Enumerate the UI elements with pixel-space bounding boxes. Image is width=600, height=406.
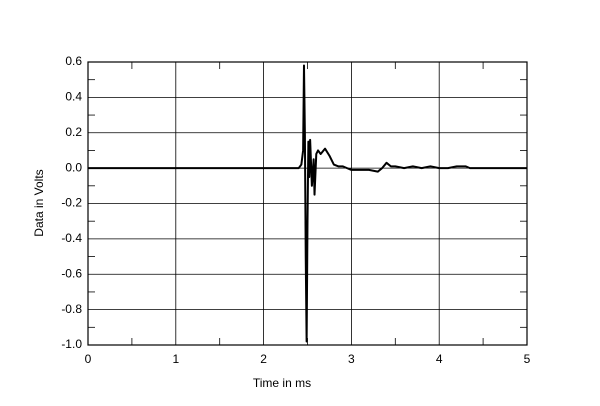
y-tick-label: -0.6 xyxy=(61,266,82,280)
y-axis-label: Data in Volts xyxy=(32,169,46,236)
data-line xyxy=(88,64,527,343)
y-tick-label: -0.2 xyxy=(61,196,82,210)
x-tick-label: 0 xyxy=(85,352,92,366)
plot-frame xyxy=(87,61,528,346)
x-tick-label: 4 xyxy=(436,352,443,366)
x-tick-label: 3 xyxy=(348,352,355,366)
y-tick-label: -0.4 xyxy=(61,231,82,245)
y-tick-label: 0.0 xyxy=(65,160,82,174)
x-tick-label: 5 xyxy=(524,352,531,366)
x-tick-label: 1 xyxy=(172,352,179,366)
x-axis-label: Time in ms xyxy=(253,376,311,390)
y-tick-label: 0.2 xyxy=(65,125,82,139)
y-tick-label: -0.8 xyxy=(61,302,82,316)
y-tick-label: 0.4 xyxy=(65,90,82,104)
y-tick-label: -1.0 xyxy=(61,337,82,351)
x-tick-label: 2 xyxy=(260,352,267,366)
y-tick-label: 0.6 xyxy=(65,54,82,68)
